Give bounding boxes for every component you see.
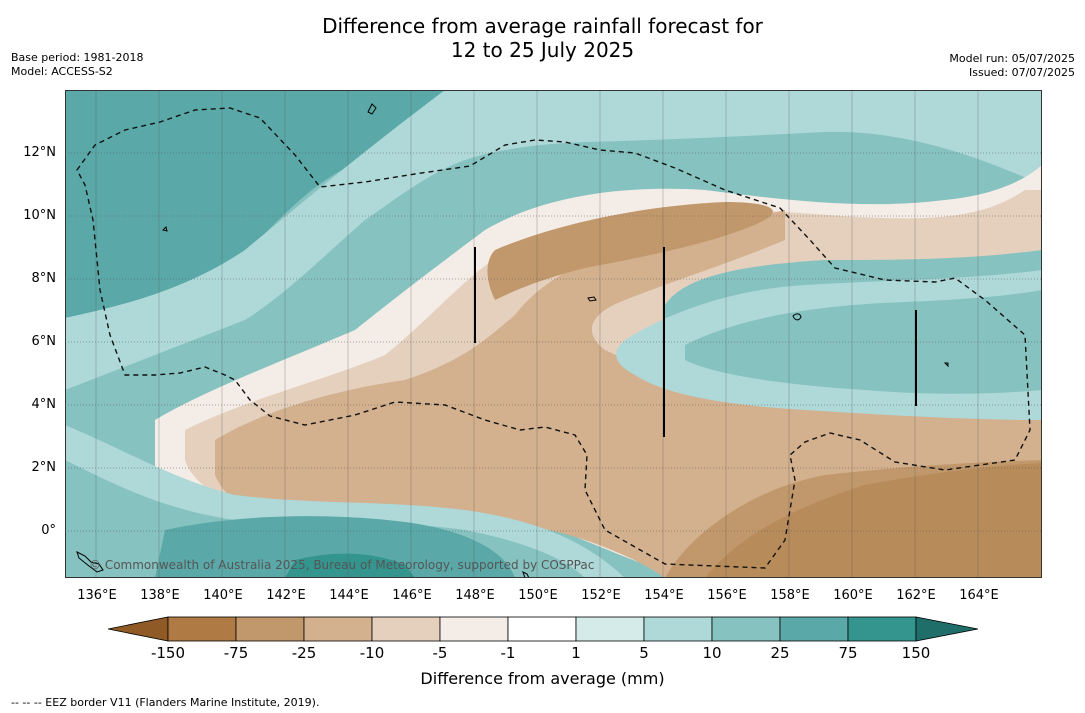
colorbar-tick-label: -150: [150, 644, 186, 662]
colorbar-tick-label: 150: [901, 644, 931, 662]
lon-label-162e: 162°E: [896, 588, 936, 603]
lon-label-164e: 164°E: [959, 588, 999, 603]
colorbar-segment: [575, 616, 645, 642]
lon-label-136e: 136°E: [77, 588, 117, 603]
graticule-latitude: [65, 152, 1042, 532]
title-line-1: Difference from average rainfall forecas…: [322, 14, 763, 38]
colorbar: [108, 616, 978, 642]
lon-label-146e: 146°E: [392, 588, 432, 603]
chart-title: Difference from average rainfall forecas…: [0, 14, 1085, 62]
eez-border: [76, 107, 1031, 569]
colorbar-segment: [371, 616, 441, 642]
lon-label-158e: 158°E: [770, 588, 810, 603]
colorbar-tick-label: -25: [291, 644, 317, 662]
colorbar-segment: [303, 616, 373, 642]
lon-label-156e: 156°E: [707, 588, 747, 603]
colorbar-tick-label: 75: [838, 644, 858, 662]
lon-label-148e: 148°E: [455, 588, 495, 603]
model-name: Model: ACCESS-S2: [11, 65, 113, 78]
colorbar-segment: [167, 616, 237, 642]
colorbar-segment: [439, 616, 509, 642]
colorbar-tick-label: -75: [223, 644, 249, 662]
meta-right: Model run: 05/07/2025 Issued: 07/07/2025: [949, 52, 1075, 80]
lon-label-150e: 150°E: [518, 588, 558, 603]
islands: [76, 103, 949, 578]
wet-band-light: [65, 90, 1042, 390]
lat-label-10n: 10°N: [23, 208, 56, 223]
lat-label-0: 0°: [41, 523, 56, 538]
dry-core-north: [487, 202, 773, 300]
lat-label-12n: 12°N: [23, 145, 56, 160]
island-outline: [792, 313, 802, 321]
lat-label-8n: 8°N: [31, 271, 57, 286]
lon-label-140e: 140°E: [203, 588, 243, 603]
island-outline: [943, 362, 949, 368]
colorbar-tick-label: 5: [639, 644, 649, 662]
island-outline: [587, 296, 597, 302]
colorbar-segment: [643, 616, 713, 642]
lat-label-6n: 6°N: [31, 334, 57, 349]
model-run-date: Model run: 05/07/2025: [949, 52, 1075, 65]
eez-footnote: -- -- -- EEZ border V11 (Flanders Marine…: [11, 696, 320, 709]
lat-label-4n: 4°N: [31, 397, 57, 412]
island-outline: [162, 226, 168, 232]
colorbar-segment: [711, 616, 781, 642]
colorbar-tick-label: -5: [432, 644, 448, 662]
issued-date: Issued: 07/07/2025: [968, 66, 1075, 79]
colorbar-segments: [108, 616, 978, 642]
wet-southwest-strong: [155, 516, 515, 578]
lon-label-144e: 144°E: [329, 588, 369, 603]
colorbar-title: Difference from average (mm): [420, 669, 665, 688]
lat-label-2n: 2°N: [31, 460, 57, 475]
island-outline: [522, 571, 530, 578]
colorbar-tick-label: 10: [702, 644, 722, 662]
lon-label-142e: 142°E: [266, 588, 306, 603]
colorbar-tick-label: -1: [500, 644, 516, 662]
wet-southwest-core: [285, 553, 415, 578]
rainfall-anomaly-map: [65, 90, 1042, 578]
title-line-2: 12 to 25 July 2025: [450, 38, 635, 62]
colorbar-segment: [235, 616, 305, 642]
colorbar-tick-label: 1: [571, 644, 581, 662]
colorbar-tick-label: -10: [359, 644, 385, 662]
colorbar-segment: [507, 616, 577, 642]
meta-left: Base period: 1981-2018 Model: ACCESS-S2: [11, 51, 143, 79]
island-outline: [76, 551, 104, 573]
lon-label-160e: 160°E: [833, 588, 873, 603]
colorbar-extend-low: [108, 616, 169, 642]
colorbar-extend-high: [915, 616, 978, 642]
base-period: Base period: 1981-2018: [11, 51, 144, 64]
lon-label-152e: 152°E: [581, 588, 621, 603]
colorbar-segment: [779, 616, 849, 642]
lon-label-154e: 154°E: [644, 588, 684, 603]
lon-label-138e: 138°E: [140, 588, 180, 603]
wet-nw-region: [65, 90, 765, 318]
copyright-notice: © Commonwealth of Australia 2025, Bureau…: [89, 558, 595, 572]
island-outline: [367, 103, 377, 115]
colorbar-tick-label: 25: [770, 644, 790, 662]
colorbar-segment: [847, 616, 917, 642]
map-frame: [65, 90, 1042, 578]
